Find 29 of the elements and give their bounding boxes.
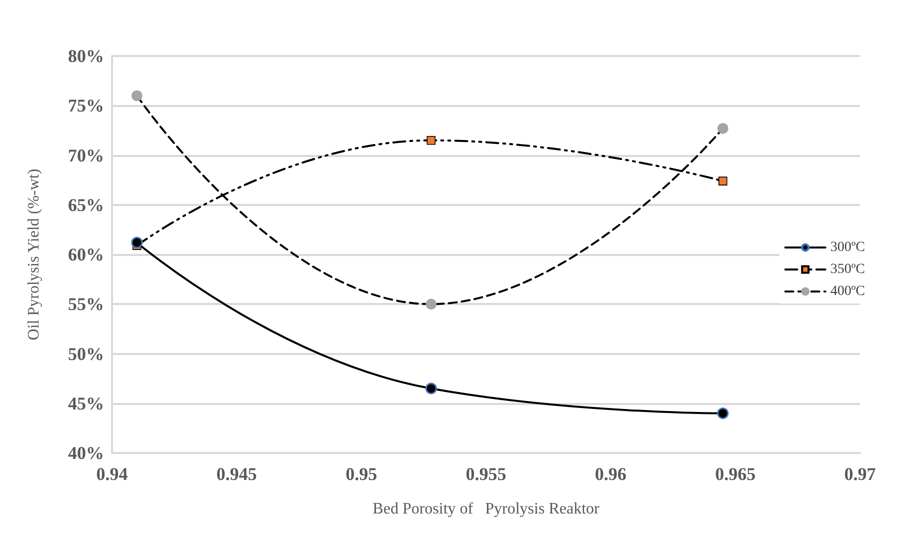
x-tick-label: 0.96 xyxy=(594,464,626,484)
y-tick-label: 70% xyxy=(68,145,104,166)
x-tick-label: 0.945 xyxy=(216,464,257,484)
legend-label: 300ºC xyxy=(830,240,866,255)
point xyxy=(425,382,437,394)
point xyxy=(718,176,728,186)
y-axis-title: Oil Pyrolysis Yield (%-wt) xyxy=(26,168,42,340)
y-tick-label: 80% xyxy=(68,46,104,66)
point xyxy=(132,90,142,102)
y-tick-label: 65% xyxy=(68,194,104,215)
legend-label: 400ºC xyxy=(830,284,866,299)
y-tick-label: 40% xyxy=(68,443,104,463)
y-tick-label: 75% xyxy=(68,96,104,116)
x-tick-label: 0.97 xyxy=(844,464,876,484)
legend-label: 350ºC xyxy=(830,262,866,277)
x-tick-label: 0.94 xyxy=(96,464,128,484)
y-tick-label: 60% xyxy=(68,244,104,264)
point xyxy=(717,123,728,134)
x-tick-label: 0.965 xyxy=(715,464,756,484)
point xyxy=(426,298,437,310)
y-tick-label: 55% xyxy=(68,294,104,314)
x-axis-title: Bed Porosity of Pyrolysis Reaktor xyxy=(372,500,600,518)
x-tick-label: 0.955 xyxy=(466,464,506,484)
y-tick-label: 50% xyxy=(68,344,104,364)
point xyxy=(426,136,436,145)
point xyxy=(131,236,143,248)
x-tick-label: 0.95 xyxy=(346,464,378,484)
point xyxy=(717,408,729,420)
y-tick-label: 45% xyxy=(68,393,104,414)
